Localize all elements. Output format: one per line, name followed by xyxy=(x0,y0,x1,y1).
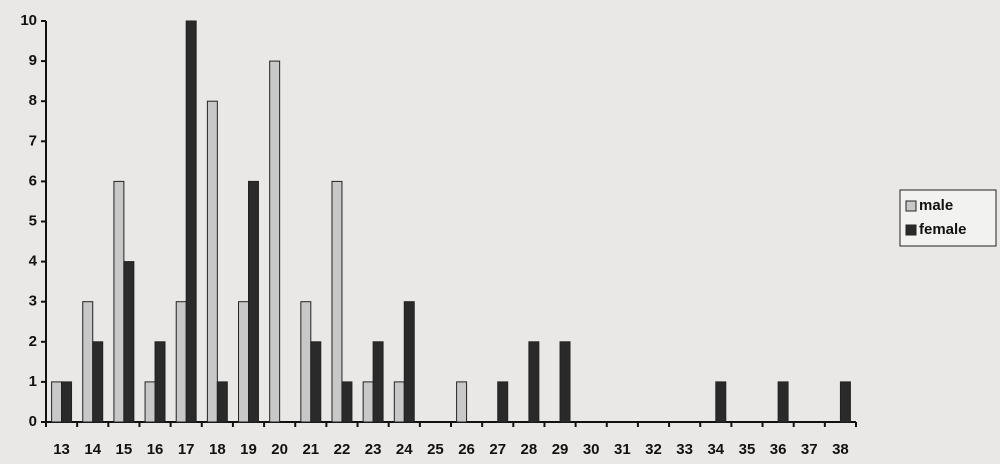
y-tick-label: 10 xyxy=(20,12,37,29)
bar xyxy=(403,301,415,423)
y-tick-label: 6 xyxy=(29,172,37,189)
legend-label: female xyxy=(919,221,967,238)
bar xyxy=(341,381,353,423)
bar xyxy=(185,20,197,423)
bar xyxy=(310,341,322,423)
x-tick-label: 25 xyxy=(427,441,444,458)
x-tick-label: 26 xyxy=(458,441,475,458)
x-tick-label: 18 xyxy=(209,441,226,458)
bar xyxy=(248,180,259,423)
x-tick-label: 13 xyxy=(53,441,70,458)
bar xyxy=(777,381,789,423)
y-tick-label: 3 xyxy=(29,293,37,310)
x-tick-label: 20 xyxy=(271,441,288,458)
y-tick-label: 8 xyxy=(29,92,37,109)
y-tick-label: 4 xyxy=(29,253,38,270)
x-tick-label: 33 xyxy=(676,441,693,458)
bar xyxy=(497,381,509,423)
x-tick-label: 14 xyxy=(84,441,101,458)
y-tick-label: 5 xyxy=(29,212,37,229)
bar xyxy=(559,341,571,423)
x-tick-label: 32 xyxy=(645,441,662,458)
bar xyxy=(144,381,156,423)
legend-label: male xyxy=(919,197,953,214)
bar xyxy=(61,381,73,423)
x-tick-label: 31 xyxy=(614,441,631,458)
x-tick-label: 27 xyxy=(489,441,506,458)
bar xyxy=(154,341,166,423)
bar xyxy=(456,381,468,423)
bar xyxy=(82,301,94,423)
legend-swatch xyxy=(905,200,917,212)
x-tick-label: 16 xyxy=(147,441,164,458)
bar xyxy=(51,381,63,423)
bar xyxy=(206,100,218,423)
bar xyxy=(839,381,851,423)
x-tick-label: 34 xyxy=(707,441,724,458)
x-tick-label: 29 xyxy=(552,441,569,458)
x-tick-label: 30 xyxy=(583,441,600,458)
bar xyxy=(528,341,540,423)
x-tick-label: 38 xyxy=(832,441,849,458)
x-tick-label: 36 xyxy=(770,441,787,458)
bar xyxy=(331,180,343,423)
bar xyxy=(216,381,228,423)
x-tick-label: 28 xyxy=(521,441,538,458)
x-tick-label: 35 xyxy=(739,441,756,458)
bar xyxy=(175,301,187,423)
x-tick-label: 24 xyxy=(396,441,413,458)
bar xyxy=(393,381,405,423)
bar xyxy=(300,301,312,423)
x-tick-label: 22 xyxy=(334,441,351,458)
y-tick-label: 1 xyxy=(29,373,37,390)
bar xyxy=(92,341,104,423)
bar xyxy=(372,341,384,423)
x-tick-label: 21 xyxy=(302,441,319,458)
bar xyxy=(715,381,727,423)
x-tick-label: 15 xyxy=(116,441,133,458)
bar xyxy=(362,381,374,423)
bar xyxy=(269,60,281,423)
x-tick-label: 17 xyxy=(178,441,195,458)
legend-box xyxy=(899,189,997,247)
x-tick-label: 37 xyxy=(801,441,818,458)
y-tick-label: 0 xyxy=(29,413,37,430)
x-tick-label: 19 xyxy=(240,441,257,458)
bar xyxy=(238,301,249,423)
y-tick-label: 9 xyxy=(29,52,37,69)
bar xyxy=(113,180,125,423)
legend-swatch xyxy=(905,224,917,236)
x-tick-label: 23 xyxy=(365,441,382,458)
y-tick-label: 7 xyxy=(29,132,37,149)
y-tick-label: 2 xyxy=(29,333,37,350)
bar xyxy=(123,261,135,423)
